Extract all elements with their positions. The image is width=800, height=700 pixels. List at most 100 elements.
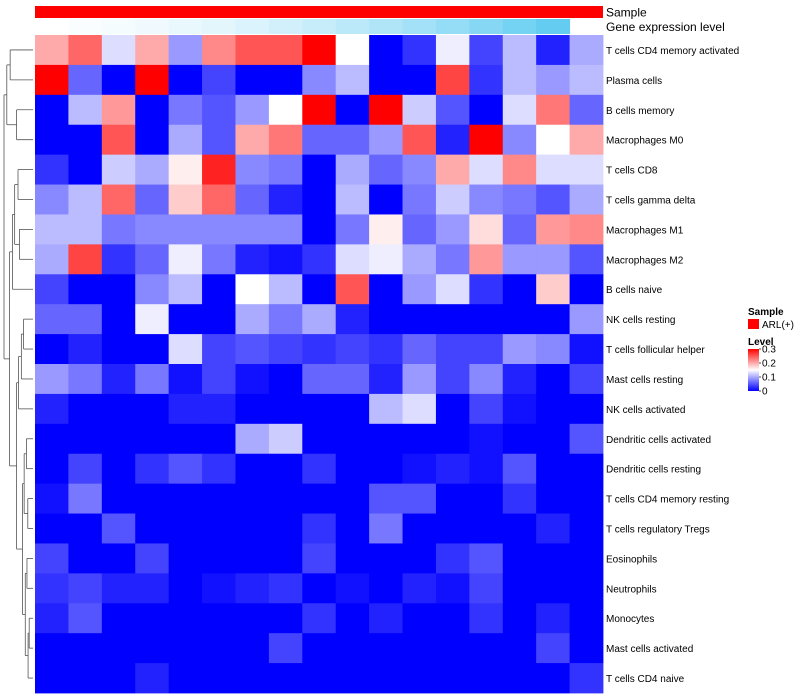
heatmap-cell: [202, 543, 236, 574]
heatmap-cell: [536, 304, 570, 335]
heatmap-cell: [402, 483, 437, 514]
heatmap-cell: [202, 94, 236, 126]
row-label: T cells CD4 memory resting: [606, 495, 729, 506]
heatmap-cell: [536, 35, 570, 66]
row-label: T cells gamma delta: [606, 196, 696, 207]
gene-expression-cell: [536, 19, 571, 34]
heatmap-cell: [302, 35, 337, 66]
heatmap-cell: [68, 453, 103, 485]
heatmap-cell: [268, 633, 303, 664]
heatmap-cell: [435, 35, 470, 66]
heatmap-cell: [302, 483, 337, 514]
heatmap-cell: [369, 603, 403, 634]
heatmap-cell: [369, 124, 403, 156]
heatmap-cell: [569, 334, 604, 365]
legend-tick-label: 0: [762, 387, 768, 398]
heatmap-cell: [202, 124, 236, 156]
heatmap-cell: [101, 274, 136, 305]
heatmap-cell: [369, 453, 403, 485]
heatmap-cell: [369, 214, 403, 245]
heatmap-cell: [68, 603, 103, 634]
heatmap-cell: [435, 244, 470, 275]
heatmap-cell: [469, 184, 504, 215]
heatmap-cell: [536, 633, 570, 664]
heatmap-cell: [168, 64, 203, 96]
heatmap-cell: [235, 663, 270, 694]
heatmap-cell: [502, 274, 537, 305]
heatmap-cell: [469, 663, 504, 694]
heatmap-cell: [202, 453, 236, 485]
sample-annotation-track: [35, 6, 603, 18]
heatmap-cell: [35, 483, 69, 514]
gene-expression-cell: [335, 19, 370, 34]
heatmap-cell: [168, 513, 203, 544]
heatmap-cell: [101, 304, 136, 335]
heatmap-cell: [335, 393, 370, 425]
heatmap-cell: [569, 364, 604, 395]
heatmap-cell: [402, 94, 437, 126]
heatmap-cell: [268, 393, 303, 425]
heatmap-cell: [168, 633, 203, 664]
heatmap-cell: [335, 573, 370, 604]
gene-expression-cell: [101, 19, 136, 34]
heatmap-cell: [536, 214, 570, 245]
heatmap-cell: [268, 244, 303, 275]
heatmap-cell: [268, 154, 303, 185]
heatmap-cell: [235, 184, 270, 215]
heatmap-cell: [302, 94, 337, 126]
heatmap-cell: [101, 663, 136, 694]
heatmap-cell: [101, 603, 136, 634]
heatmap-cell: [536, 184, 570, 215]
heatmap-cell: [101, 543, 136, 574]
heatmap-cell: [168, 393, 203, 425]
heatmap-cell: [268, 214, 303, 245]
heatmap-cell: [335, 184, 370, 215]
row-labels: T cells CD4 memory activated Plasma cells…: [606, 46, 739, 685]
heatmap-cell: [135, 184, 170, 215]
heatmap-cell: [502, 513, 537, 544]
row-label: T cells follicular helper: [606, 345, 705, 356]
heatmap-cell: [369, 304, 403, 335]
heatmap-cell: [469, 603, 504, 634]
heatmap-cell: [435, 663, 470, 694]
heatmap-cell: [135, 573, 170, 604]
heatmap-cell: [435, 453, 470, 485]
heatmap-cell: [469, 154, 504, 185]
heatmap-cell: [235, 633, 270, 664]
heatmap-cell: [502, 304, 537, 335]
heatmap-cell: [502, 364, 537, 395]
heatmap-cell: [68, 184, 103, 215]
heatmap-cell: [469, 393, 504, 425]
heatmap-cell: [135, 603, 170, 634]
heatmap-cell: [35, 573, 69, 604]
heatmap-cell: [335, 364, 370, 395]
heatmap-cell: [402, 543, 437, 574]
gene-expression-cell: [135, 19, 170, 34]
heatmap-cell: [268, 513, 303, 544]
heatmap-cell: [302, 513, 337, 544]
heatmap-cell: [469, 483, 504, 514]
heatmap-cell: [435, 633, 470, 664]
heatmap-cell: [235, 214, 270, 245]
row-label: Macrophages M2: [606, 255, 684, 266]
heatmap-cell: [135, 64, 170, 96]
heatmap-cell: [536, 603, 570, 634]
heatmap-cell: [536, 453, 570, 485]
heatmap-cell: [68, 94, 103, 126]
heatmap-cell: [569, 453, 604, 485]
heatmap-cell: [202, 423, 236, 455]
heatmap-cell: [68, 214, 103, 245]
heatmap-cell: [302, 543, 337, 574]
heatmap-cell: [235, 64, 270, 96]
heatmap-cell: [202, 364, 236, 395]
gene-expression-cell: [469, 19, 504, 34]
heatmap-cell: [502, 603, 537, 634]
heatmap-cell: [302, 64, 337, 96]
heatmap-cell: [569, 603, 604, 634]
heatmap-cell: [302, 184, 337, 215]
row-label: Dendritic cells activated: [606, 435, 711, 446]
heatmap-cell: [35, 663, 69, 694]
heatmap-cell: [502, 184, 537, 215]
heatmap-cell: [369, 663, 403, 694]
heatmap-cell: [536, 244, 570, 275]
